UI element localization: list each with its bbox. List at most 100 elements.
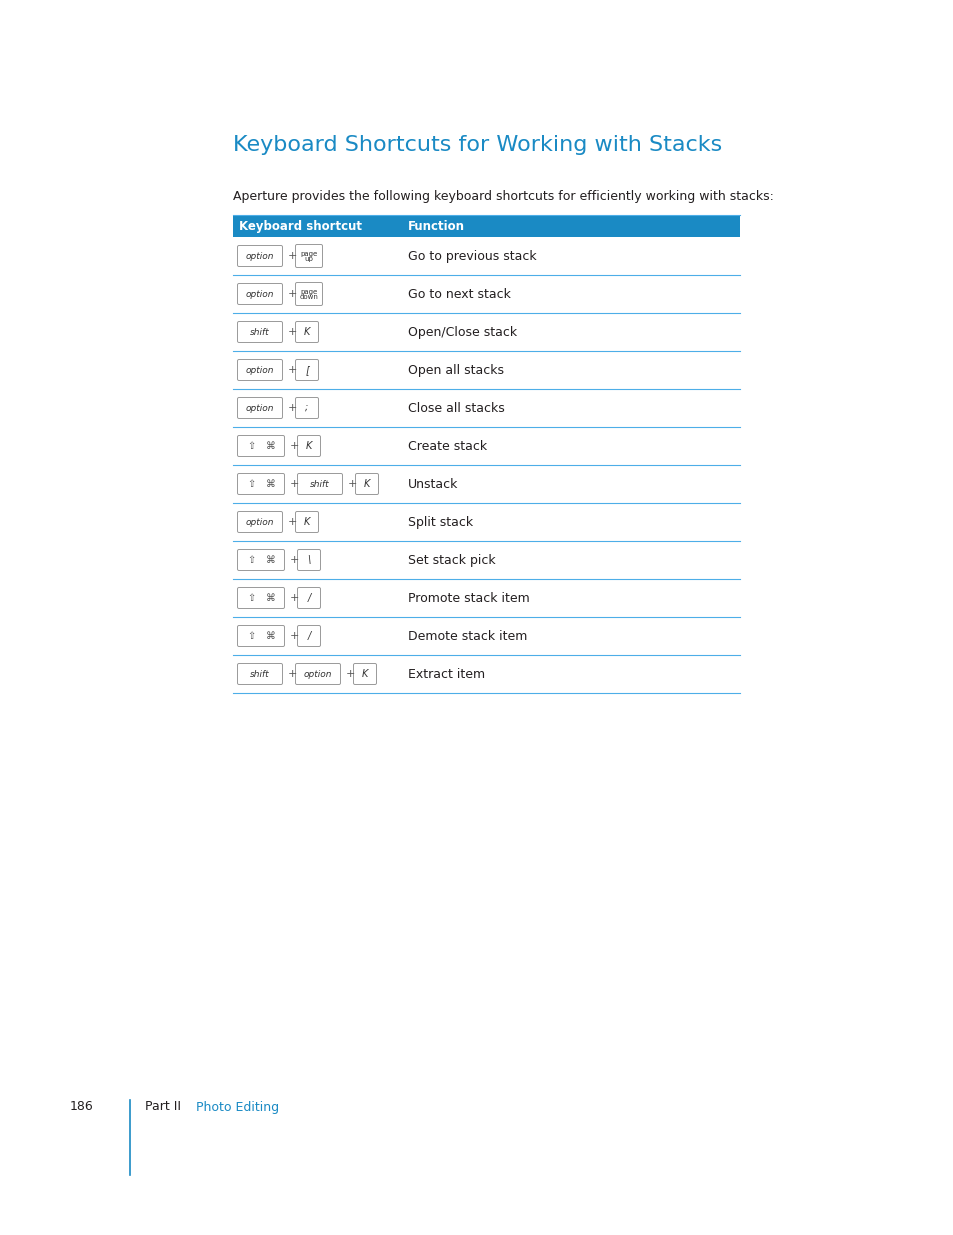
Text: +: + <box>346 669 355 679</box>
FancyBboxPatch shape <box>295 283 322 305</box>
Bar <box>233 351 740 389</box>
FancyBboxPatch shape <box>237 550 284 571</box>
FancyBboxPatch shape <box>295 511 318 532</box>
Bar <box>233 503 740 541</box>
Text: /: / <box>307 631 311 641</box>
Text: +: + <box>288 327 297 337</box>
FancyBboxPatch shape <box>354 663 376 684</box>
FancyBboxPatch shape <box>295 245 322 268</box>
FancyBboxPatch shape <box>237 625 284 646</box>
Text: page: page <box>300 289 317 294</box>
Text: ⇧: ⇧ <box>247 479 255 489</box>
Bar <box>233 275 740 312</box>
Text: +: + <box>290 441 299 451</box>
Text: page: page <box>300 251 317 257</box>
Bar <box>233 541 740 579</box>
Text: Close all stacks: Close all stacks <box>408 401 504 415</box>
Text: Create stack: Create stack <box>408 440 487 452</box>
FancyBboxPatch shape <box>237 436 284 457</box>
Text: Split stack: Split stack <box>408 515 473 529</box>
Text: +: + <box>288 289 297 299</box>
Bar <box>233 237 740 275</box>
Text: K: K <box>303 327 310 337</box>
FancyBboxPatch shape <box>295 321 318 342</box>
Text: option: option <box>303 669 332 678</box>
Text: ⌘: ⌘ <box>266 479 275 489</box>
FancyBboxPatch shape <box>237 321 282 342</box>
Text: option: option <box>246 517 274 526</box>
Text: up: up <box>304 256 314 262</box>
Text: Open all stacks: Open all stacks <box>408 363 503 377</box>
FancyBboxPatch shape <box>355 473 378 494</box>
Bar <box>233 427 740 466</box>
Text: option: option <box>246 404 274 412</box>
Bar <box>233 579 740 618</box>
Text: K: K <box>303 517 310 527</box>
Text: +: + <box>288 403 297 412</box>
Bar <box>233 312 740 351</box>
Text: Promote stack item: Promote stack item <box>408 592 529 604</box>
Text: +: + <box>290 555 299 564</box>
Text: +: + <box>288 669 297 679</box>
FancyBboxPatch shape <box>237 359 282 380</box>
Text: K: K <box>361 669 368 679</box>
Text: shift: shift <box>310 479 330 489</box>
Bar <box>233 655 740 693</box>
Text: shift: shift <box>250 327 270 336</box>
Text: ⇧: ⇧ <box>247 593 255 603</box>
Text: Set stack pick: Set stack pick <box>408 553 496 567</box>
Text: +: + <box>290 631 299 641</box>
Text: Go to previous stack: Go to previous stack <box>408 249 536 263</box>
FancyBboxPatch shape <box>297 473 342 494</box>
Text: \: \ <box>307 555 311 564</box>
Text: option: option <box>246 252 274 261</box>
Text: +: + <box>288 366 297 375</box>
Text: 186: 186 <box>70 1100 93 1114</box>
Text: K: K <box>306 441 312 451</box>
Text: Function: Function <box>408 220 464 232</box>
Text: Keyboard shortcut: Keyboard shortcut <box>239 220 361 232</box>
FancyBboxPatch shape <box>297 436 320 457</box>
Text: +: + <box>288 517 297 527</box>
Bar <box>233 389 740 427</box>
FancyBboxPatch shape <box>295 359 318 380</box>
Text: ⇧: ⇧ <box>247 631 255 641</box>
Text: /: / <box>307 593 311 603</box>
Text: Photo Editing: Photo Editing <box>195 1100 279 1114</box>
Text: +: + <box>348 479 357 489</box>
FancyBboxPatch shape <box>237 246 282 267</box>
FancyBboxPatch shape <box>237 588 284 609</box>
FancyBboxPatch shape <box>237 398 282 419</box>
Text: ⇧: ⇧ <box>247 555 255 564</box>
Text: +: + <box>288 251 297 261</box>
FancyBboxPatch shape <box>237 284 282 305</box>
Text: +: + <box>290 593 299 603</box>
Text: ⌘: ⌘ <box>266 555 275 564</box>
Text: Go to next stack: Go to next stack <box>408 288 511 300</box>
Text: down: down <box>299 294 318 300</box>
FancyBboxPatch shape <box>295 398 318 419</box>
Text: Unstack: Unstack <box>408 478 457 490</box>
FancyBboxPatch shape <box>295 663 340 684</box>
Text: Aperture provides the following keyboard shortcuts for efficiently working with : Aperture provides the following keyboard… <box>233 190 773 203</box>
Text: ⌘: ⌘ <box>266 631 275 641</box>
Text: K: K <box>363 479 370 489</box>
Text: Extract item: Extract item <box>408 667 485 680</box>
Text: ;: ; <box>305 403 309 412</box>
FancyBboxPatch shape <box>237 663 282 684</box>
FancyBboxPatch shape <box>297 550 320 571</box>
Text: Keyboard Shortcuts for Working with Stacks: Keyboard Shortcuts for Working with Stac… <box>233 135 721 156</box>
Text: Open/Close stack: Open/Close stack <box>408 326 517 338</box>
Bar <box>233 466 740 503</box>
Bar <box>233 618 740 655</box>
Text: option: option <box>246 366 274 374</box>
Text: ⌘: ⌘ <box>266 441 275 451</box>
Bar <box>233 215 740 237</box>
Text: ⇧: ⇧ <box>247 441 255 451</box>
Text: +: + <box>290 479 299 489</box>
Text: option: option <box>246 289 274 299</box>
Text: Part II: Part II <box>145 1100 181 1114</box>
Text: ⌘: ⌘ <box>266 593 275 603</box>
FancyBboxPatch shape <box>237 473 284 494</box>
Text: shift: shift <box>250 669 270 678</box>
